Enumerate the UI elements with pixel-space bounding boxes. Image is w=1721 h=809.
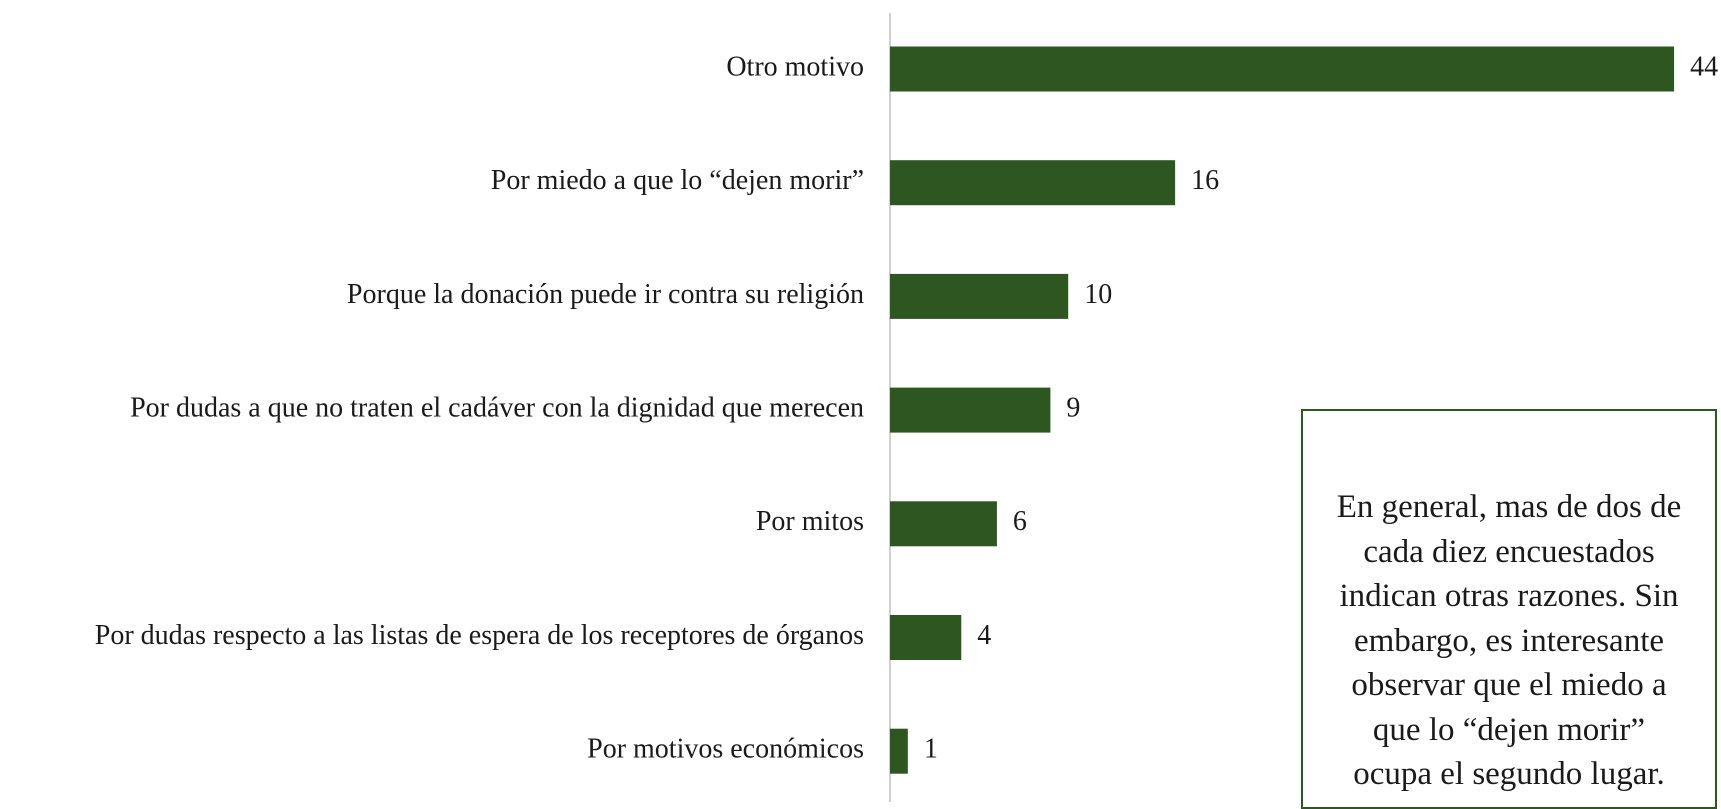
value-label: 6 bbox=[1013, 506, 1027, 537]
value-label: 44 bbox=[1690, 51, 1718, 82]
value-label: 4 bbox=[977, 620, 991, 651]
category-label: Porque la donación puede ir contra su re… bbox=[347, 279, 864, 310]
annotation-box: En general, mas de dos de cada diez encue… bbox=[1301, 409, 1717, 809]
annotation-line: ocupa el segundo lugar. bbox=[1353, 756, 1665, 792]
annotation-line: En general, mas de dos de bbox=[1336, 489, 1682, 525]
value-label: 9 bbox=[1066, 393, 1080, 424]
bar bbox=[890, 273, 1069, 319]
category-label: Por dudas a que no traten el cadáver con… bbox=[130, 393, 864, 424]
category-label: Por motivos económicos bbox=[587, 734, 864, 765]
annotation-line: indican otras razones. Sin bbox=[1339, 578, 1679, 614]
category-label: Otro motivo bbox=[726, 51, 864, 82]
annotation-line: que lo “dejen morir” bbox=[1372, 711, 1646, 748]
annotation-line: embargo, es interesante bbox=[1353, 622, 1665, 659]
annotation-line: observar que el miedo a bbox=[1351, 667, 1667, 703]
bar bbox=[890, 728, 908, 774]
category-label: Por miedo a que lo “dejen morir” bbox=[491, 165, 864, 196]
value-label: 1 bbox=[924, 734, 938, 765]
category-label: Por mitos bbox=[756, 506, 864, 537]
bar bbox=[890, 615, 962, 660]
value-label: 16 bbox=[1191, 165, 1219, 196]
annotation-line: cada diez encuestados bbox=[1363, 533, 1655, 570]
bar bbox=[890, 387, 1051, 433]
bar bbox=[890, 160, 1176, 206]
category-label: Por dudas respecto a las listas de esper… bbox=[95, 620, 864, 651]
bar bbox=[890, 46, 1675, 92]
value-label: 10 bbox=[1084, 279, 1112, 310]
bar bbox=[890, 501, 997, 547]
